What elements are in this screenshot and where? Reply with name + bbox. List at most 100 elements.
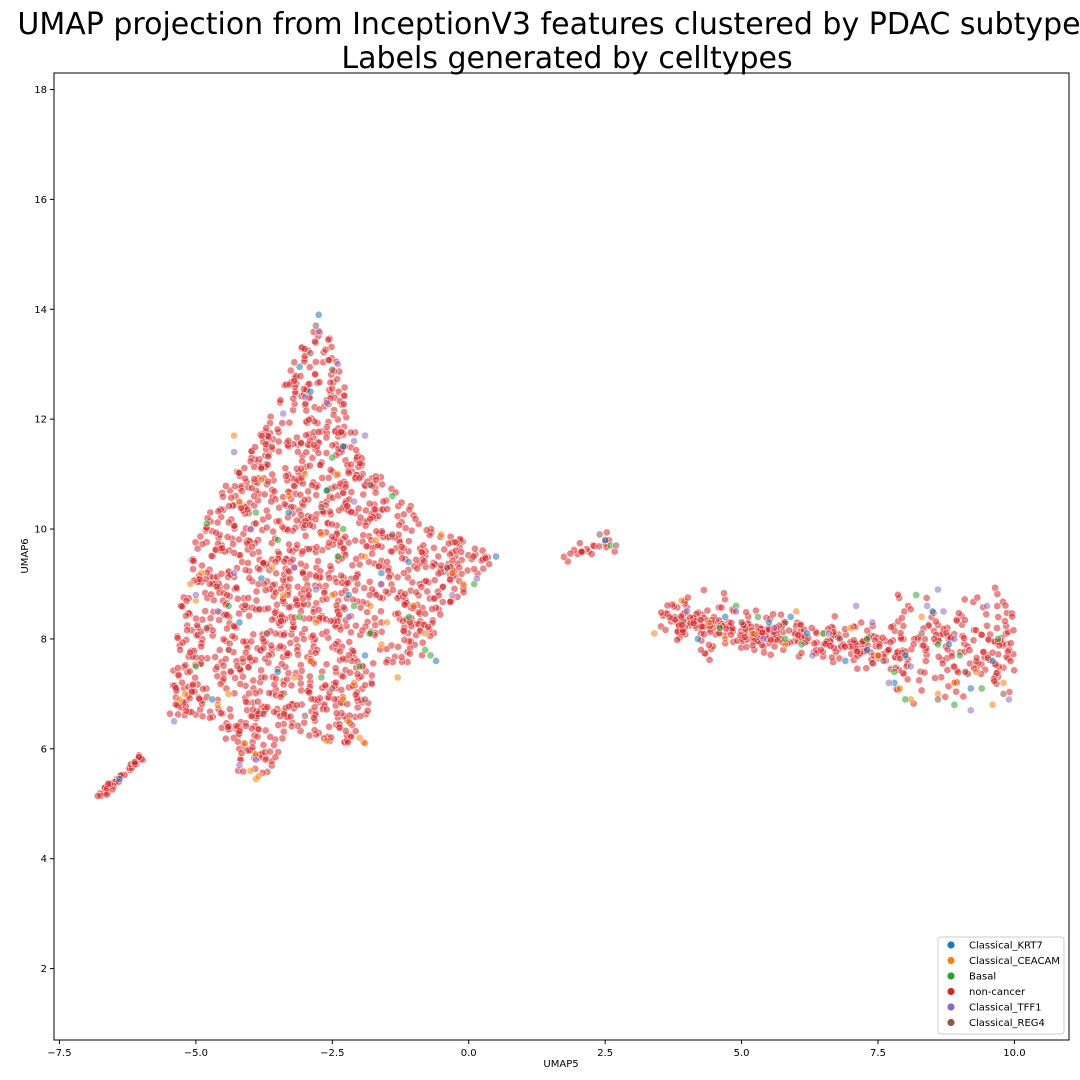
classical-tff1-point [472, 574, 481, 583]
non-cancer-point [224, 518, 233, 527]
non-cancer-point [990, 677, 999, 686]
non-cancer-point [393, 573, 402, 582]
non-cancer-point [857, 618, 866, 627]
non-cancer-point [188, 687, 196, 696]
classical-reg4-point [961, 668, 970, 676]
classical-tff1-point [290, 563, 298, 572]
non-cancer-point [326, 465, 335, 474]
non-cancer-point [273, 425, 282, 434]
non-cancer-point [898, 614, 906, 622]
non-cancer-point [212, 528, 220, 537]
non-cancer-point [769, 610, 777, 619]
classical-reg4-point [934, 695, 942, 704]
non-cancer-point [264, 477, 272, 486]
classical-ceacam-point [254, 772, 263, 781]
classical-krt7-point [404, 558, 413, 566]
non-cancer-point [229, 622, 238, 631]
x-tick-label: 5.0 [734, 1048, 750, 1059]
non-cancer-point [314, 427, 323, 436]
classical-ceacam-point [322, 736, 331, 745]
non-cancer-point [972, 626, 981, 635]
classical-krt7-point [432, 657, 440, 665]
basal-point [994, 635, 1002, 643]
non-cancer-point [290, 377, 299, 386]
basal-point [273, 536, 282, 544]
non-cancer-point [271, 608, 279, 617]
non-cancer-point [365, 591, 374, 599]
non-cancer-point [261, 726, 270, 735]
non-cancer-point [308, 481, 316, 490]
non-cancer-point [228, 632, 237, 641]
classical-krt7-point [306, 387, 315, 396]
non-cancer-point [264, 512, 273, 521]
non-cancer-point [299, 385, 308, 393]
non-cancer-point [305, 363, 314, 372]
non-cancer-point [236, 680, 245, 688]
non-cancer-point [430, 544, 438, 552]
non-cancer-point [673, 636, 681, 644]
non-cancer-point [356, 712, 365, 721]
non-cancer-point [830, 644, 838, 652]
basal-point [333, 552, 342, 561]
non-cancer-point [267, 497, 276, 506]
legend-box [937, 936, 1065, 1035]
non-cancer-point [195, 694, 204, 703]
classical-reg4-point [999, 690, 1008, 698]
non-cancer-point [909, 640, 918, 649]
non-cancer-point [934, 652, 943, 661]
basal-point [797, 640, 806, 649]
non-cancer-point [868, 659, 877, 667]
classical-ceacam-point [377, 640, 386, 649]
non-cancer-point [282, 472, 290, 480]
non-cancer-point [297, 666, 306, 675]
non-cancer-point [299, 635, 308, 643]
non-cancer-point [248, 542, 256, 551]
non-cancer-point [309, 440, 318, 449]
non-cancer-point [311, 370, 319, 379]
non-cancer-point [421, 609, 429, 618]
classical-reg4-point [366, 481, 375, 489]
non-cancer-point [276, 692, 285, 701]
non-cancer-point [885, 645, 893, 654]
non-cancer-point [361, 521, 370, 530]
non-cancer-point [365, 499, 374, 508]
non-cancer-point [993, 602, 1002, 610]
non-cancer-point [807, 624, 816, 632]
non-cancer-point [577, 548, 586, 556]
non-cancer-point [850, 636, 858, 645]
non-cancer-point [241, 566, 250, 574]
non-cancer-point [225, 705, 234, 714]
non-cancer-point [280, 710, 289, 718]
non-cancer-point [182, 597, 191, 605]
non-cancer-point [284, 669, 293, 677]
non-cancer-point [993, 590, 1002, 598]
non-cancer-point [766, 650, 775, 659]
non-cancer-point [810, 639, 819, 648]
non-cancer-point [438, 583, 447, 591]
non-cancer-point [436, 610, 445, 619]
legend: Classical_KRT7 Classical_CEACAM Basal non-c… [937, 936, 1065, 1035]
non-cancer-point [705, 641, 713, 649]
non-cancer-point [221, 655, 230, 663]
non-cancer-point [241, 601, 249, 610]
classical-reg4-point [306, 349, 315, 358]
non-cancer-point [943, 666, 952, 674]
legend-label: Classical_KRT7 [969, 941, 1043, 952]
non-cancer-point [470, 565, 479, 573]
basal-point [421, 646, 429, 654]
classical-tff1-point [191, 591, 200, 599]
non-cancer-point [359, 531, 368, 540]
non-cancer-point [365, 577, 374, 586]
classical-tff1-point [1005, 695, 1013, 704]
classical-krt7-point [803, 629, 811, 638]
non-cancer-point [697, 622, 706, 631]
non-cancer-point [324, 335, 333, 344]
non-cancer-point [284, 436, 293, 445]
non-cancer-point [576, 539, 584, 548]
non-cancer-point [215, 616, 223, 624]
non-cancer-point [348, 561, 357, 570]
y-tick-label: 16 [34, 195, 47, 206]
classical-tff1-point [885, 679, 893, 687]
classical-reg4-point [328, 365, 337, 374]
classical-ceacam-point [421, 629, 429, 638]
